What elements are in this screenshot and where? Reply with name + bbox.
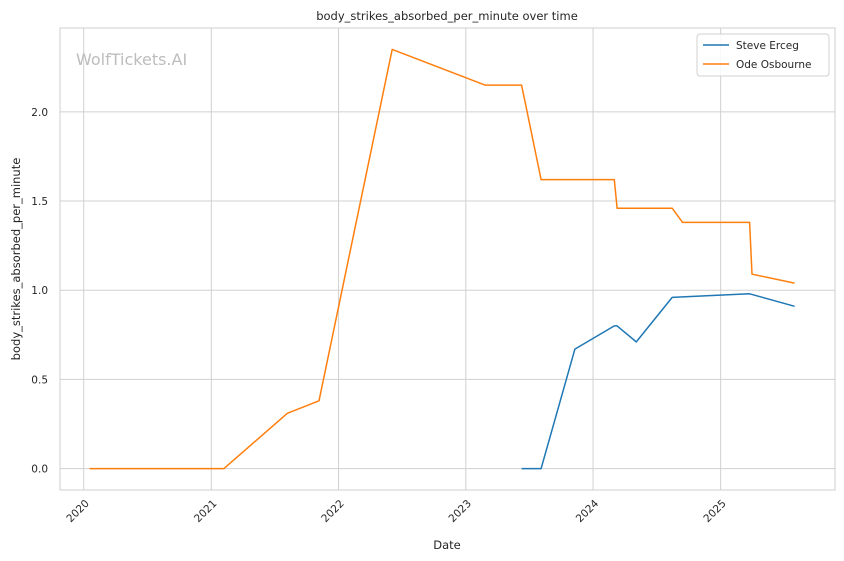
y-tick-label: 0.0 [31,464,48,476]
x-tick-label: 2022 [319,498,346,525]
x-axis-label: Date [433,538,461,552]
chart-title: body_strikes_absorbed_per_minute over ti… [316,9,578,23]
y-tick-label: 1.0 [31,285,48,297]
series-line-steve-erceg [521,293,795,470]
x-tick-label: 2023 [447,498,474,525]
x-tick-label: 2024 [574,497,602,525]
legend-label-steve-erceg: Steve Erceg [736,40,799,52]
x-tick-label: 2020 [64,498,91,525]
y-tick-label: 2.0 [31,107,48,119]
legend: Steve Erceg Ode Osbourne [696,33,830,77]
y-tick-label: 1.5 [31,196,48,208]
watermark: WolfTickets.AI [76,50,187,69]
x-tick-label: 2025 [701,498,728,525]
series-line-ode-osbourne [89,48,795,470]
y-axis-label: body_strikes_absorbed_per_minute [9,158,23,361]
tick-layer: 0.0 0.5 1.0 1.5 2.0 2020 2021 2022 2023 2024 2025 [31,107,728,525]
legend-box [696,33,830,77]
y-tick-label: 0.5 [31,374,48,386]
grid-layer [60,28,835,490]
x-tick-label: 2021 [192,498,219,525]
plot-frame [59,27,836,491]
legend-label-ode-osbourne: Ode Osbourne [736,59,811,71]
series-layer [89,48,795,470]
